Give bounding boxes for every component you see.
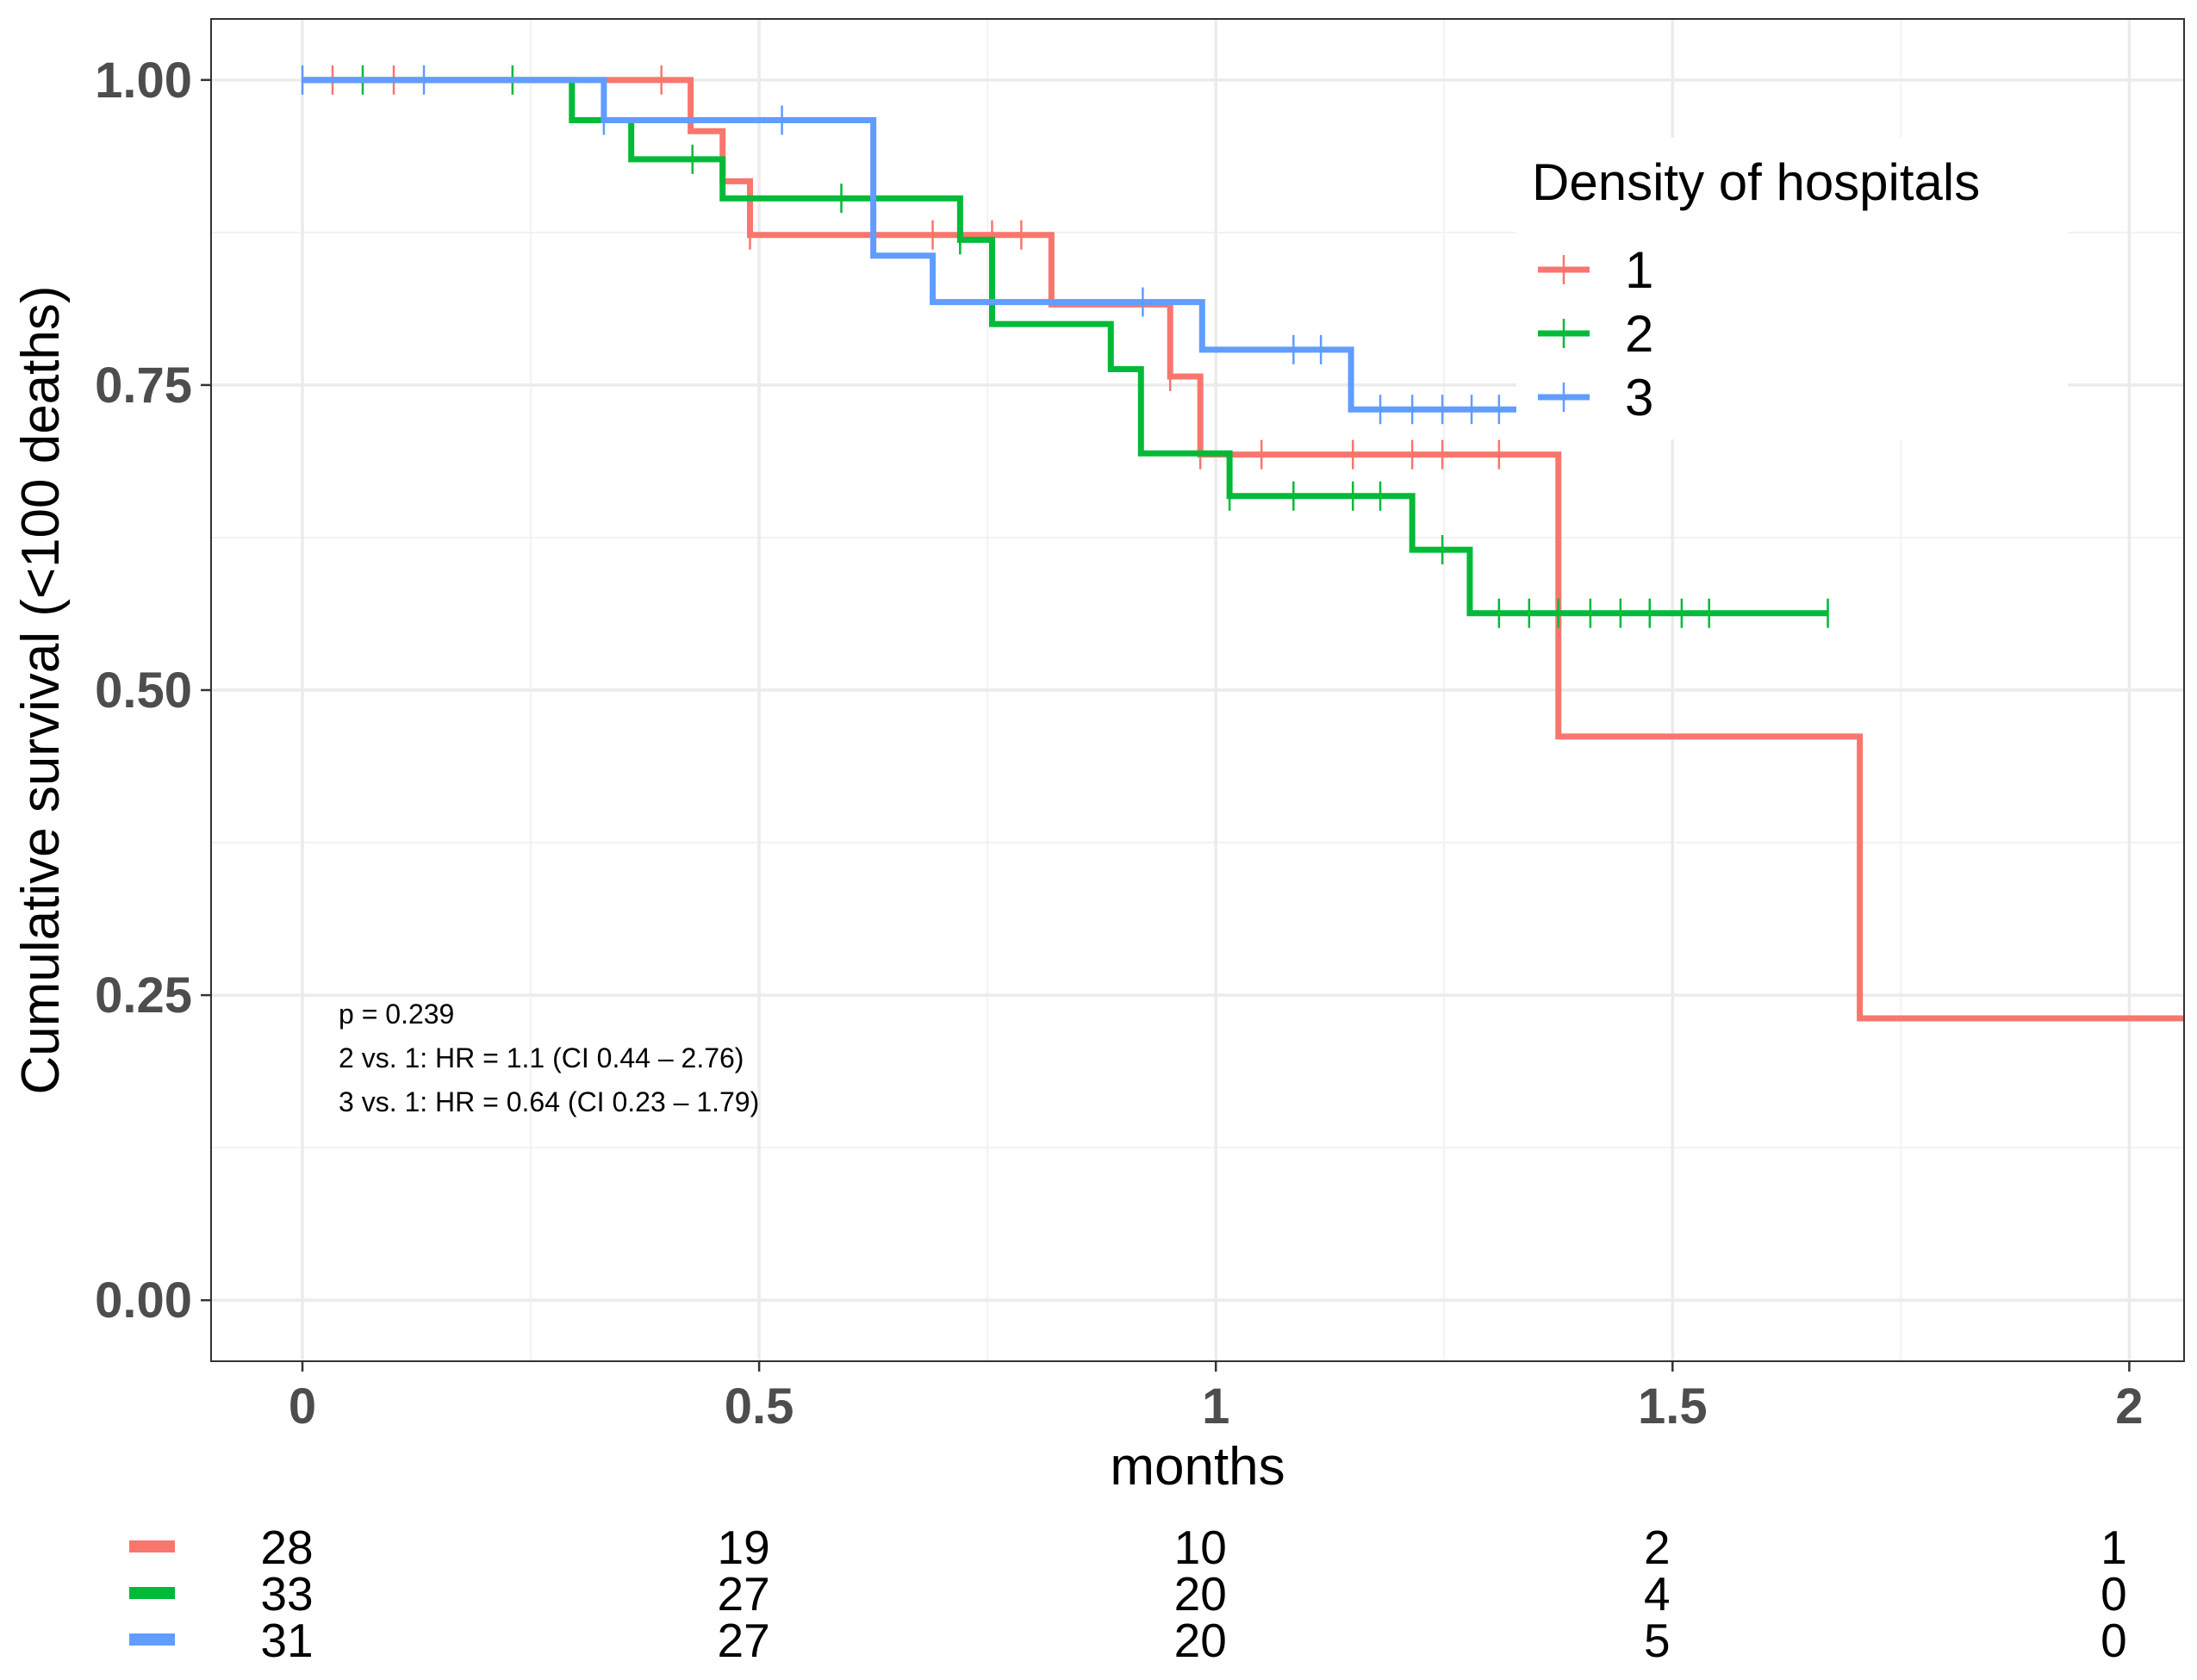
annotation-hr-3-vs-1: 3 vs. 1: HR = 0.64 (CI 0.23 – 1.79) <box>339 1086 759 1117</box>
risk-row-3: 31 27 20 5 0 <box>129 1614 2127 1667</box>
legend-item-2: 2 <box>1538 305 1653 363</box>
series-2-curve <box>302 77 1828 617</box>
risk-count: 27 <box>718 1567 770 1621</box>
survival-curves <box>301 65 2184 1022</box>
risk-count: 10 <box>1174 1521 1227 1574</box>
legend-title: Density of hospitals <box>1532 153 1980 211</box>
y-axis: 0.00 0.25 0.50 0.75 1.00 <box>95 53 211 1328</box>
series-2 <box>302 65 1829 628</box>
risk-count: 19 <box>718 1521 770 1574</box>
x-tick-label: 1 <box>1202 1378 1229 1434</box>
legend-label: 1 <box>1625 241 1653 299</box>
x-axis: 0 0.5 1 1.5 2 <box>289 1361 2144 1434</box>
y-tick-label: 0.50 <box>95 663 192 719</box>
risk-count: 0 <box>2101 1567 2127 1621</box>
x-tick-label: 0.5 <box>725 1378 794 1434</box>
risk-row-1: 28 19 10 2 1 <box>129 1521 2127 1574</box>
risk-row-2: 33 27 20 4 0 <box>129 1567 2127 1621</box>
risk-count: 31 <box>260 1614 313 1667</box>
risk-count: 1 <box>2101 1521 2127 1574</box>
legend-item-3: 3 <box>1538 369 1653 426</box>
annotation-p-value: p = 0.239 <box>339 999 454 1030</box>
x-tick-label: 1.5 <box>1638 1378 1708 1434</box>
legend-background <box>1516 138 2068 439</box>
risk-count: 4 <box>1644 1567 1671 1621</box>
risk-table: 28 19 10 2 1 33 27 20 4 0 31 27 20 5 0 <box>129 1521 2127 1667</box>
risk-count: 28 <box>260 1521 313 1574</box>
x-tick-label: 0 <box>289 1378 316 1434</box>
legend-label: 3 <box>1625 369 1653 426</box>
risk-count: 27 <box>718 1614 770 1667</box>
legend-items: 1 2 3 <box>1538 241 1653 426</box>
y-tick-label: 0.25 <box>95 968 192 1024</box>
annotation-hr-2-vs-1: 2 vs. 1: HR = 1.1 (CI 0.44 – 2.76) <box>339 1042 744 1073</box>
risk-count: 33 <box>260 1567 313 1621</box>
risk-count: 20 <box>1174 1614 1227 1667</box>
x-tick-label: 2 <box>2115 1378 2143 1434</box>
risk-count: 0 <box>2101 1614 2127 1667</box>
y-axis-title: Cumulative survival (<100 deaths) <box>11 285 71 1094</box>
series-3 <box>301 65 1518 425</box>
risk-count: 2 <box>1644 1521 1671 1574</box>
x-axis-title: months <box>1110 1437 1285 1496</box>
legend-item-1: 1 <box>1538 241 1653 299</box>
y-tick-label: 0.75 <box>95 358 192 414</box>
legend-label: 2 <box>1625 305 1653 363</box>
legend: Density of hospitals 1 2 3 <box>1516 138 2068 439</box>
risk-count: 5 <box>1644 1614 1671 1667</box>
risk-count: 20 <box>1174 1567 1227 1621</box>
y-tick-label: 0.00 <box>95 1272 192 1328</box>
annotations: p = 0.239 2 vs. 1: HR = 1.1 (CI 0.44 – 2… <box>339 999 759 1117</box>
y-tick-label: 1.00 <box>95 53 192 109</box>
